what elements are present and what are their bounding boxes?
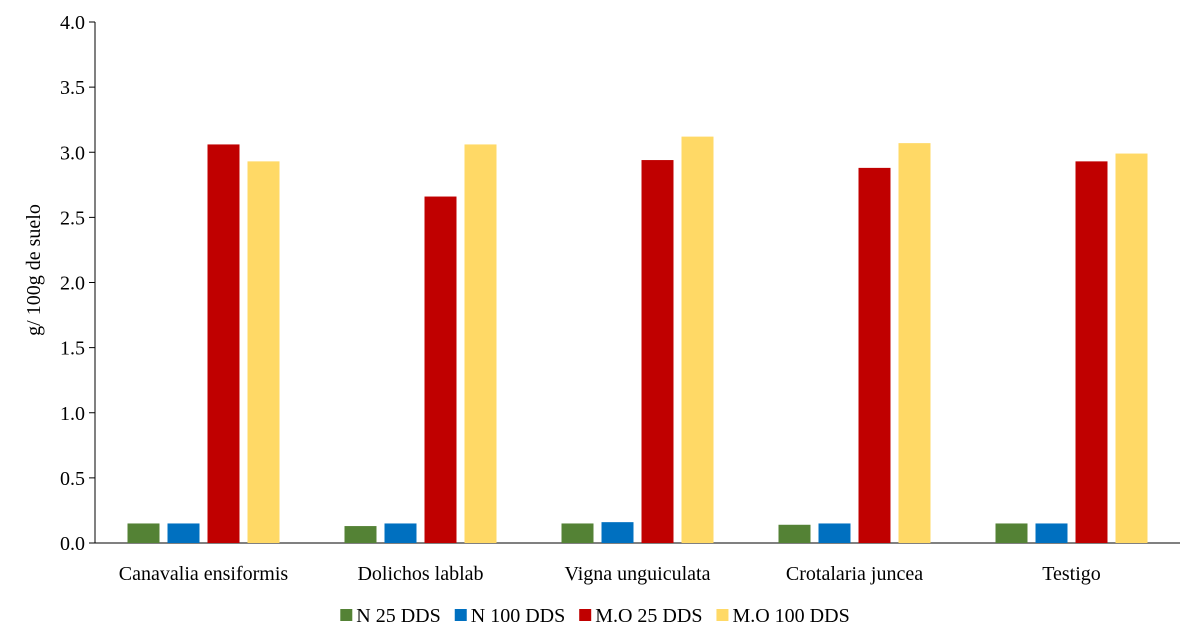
- legend-label: M.O 100 DDS: [732, 605, 849, 627]
- x-category-label: Testigo: [1042, 563, 1101, 585]
- bar-m-o-100-dds-0: [247, 161, 280, 543]
- bar-n-100-dds-3: [818, 523, 851, 543]
- y-tick-label: 0.5: [60, 468, 85, 490]
- bar-n-25-dds-3: [778, 524, 811, 543]
- bar-n-100-dds-4: [1035, 523, 1068, 543]
- legend-label: M.O 25 DDS: [595, 605, 702, 627]
- bar-n-25-dds-0: [127, 523, 160, 543]
- y-tick-label: 0.0: [60, 533, 85, 555]
- bar-n-25-dds-4: [995, 523, 1028, 543]
- y-tick-label: 1.5: [60, 338, 85, 360]
- bar-m-o-100-dds-3: [898, 143, 931, 543]
- bar-m-o-100-dds-2: [681, 136, 714, 543]
- legend-label: N 25 DDS: [356, 605, 440, 627]
- legend-item: M.O 25 DDS: [579, 605, 702, 627]
- legend-swatch: [716, 609, 729, 621]
- y-axis: 0.0 0.5 1.0 1.5 2.0 2.5 3.0 3.5 4.0: [60, 12, 96, 555]
- legend-label: N 100 DDS: [471, 605, 565, 627]
- y-axis-title: g/ 100g de suelo: [23, 204, 45, 336]
- x-category-label: Dolichos lablab: [357, 563, 483, 585]
- bar-m-o-25-dds-1: [424, 196, 457, 543]
- x-axis: Canavalia ensiformis Dolichos lablab Vigna…: [95, 542, 1180, 585]
- bar-m-o-100-dds-1: [464, 144, 497, 543]
- bar-m-o-25-dds-4: [1075, 161, 1108, 543]
- x-category-label: Vigna unguiculata: [565, 563, 711, 585]
- bars-group: [127, 136, 1148, 544]
- x-category-label: Canavalia ensiformis: [119, 563, 289, 585]
- y-tick-label: 1.0: [60, 403, 85, 425]
- bar-n-25-dds-1: [344, 526, 377, 543]
- y-tick-label: 4.0: [60, 12, 85, 34]
- legend-item: N 25 DDS: [340, 605, 441, 627]
- legend-swatch: [579, 609, 592, 621]
- bar-n-100-dds-2: [601, 522, 634, 543]
- x-category-label: Crotalaria juncea: [786, 563, 923, 585]
- legend-swatch: [454, 609, 467, 621]
- legend-item: N 100 DDS: [454, 605, 565, 627]
- y-tick-label: 2.5: [60, 207, 85, 229]
- bar-m-o-25-dds-3: [858, 167, 891, 543]
- bar-m-o-100-dds-4: [1115, 153, 1148, 544]
- bar-n-25-dds-2: [561, 523, 594, 543]
- bar-m-o-25-dds-0: [207, 144, 240, 543]
- y-tick-label: 2.0: [60, 273, 85, 295]
- legend: N 25 DDS N 100 DDS M.O 25 DDS M.O 100 DDS: [340, 605, 850, 627]
- bar-n-100-dds-0: [167, 523, 200, 543]
- y-tick-label: 3.0: [60, 142, 85, 164]
- bar-m-o-25-dds-2: [641, 160, 674, 543]
- legend-swatch: [340, 609, 353, 621]
- legend-item: M.O 100 DDS: [716, 605, 850, 627]
- y-tick-label: 3.5: [60, 77, 85, 99]
- bar-n-100-dds-1: [384, 523, 417, 543]
